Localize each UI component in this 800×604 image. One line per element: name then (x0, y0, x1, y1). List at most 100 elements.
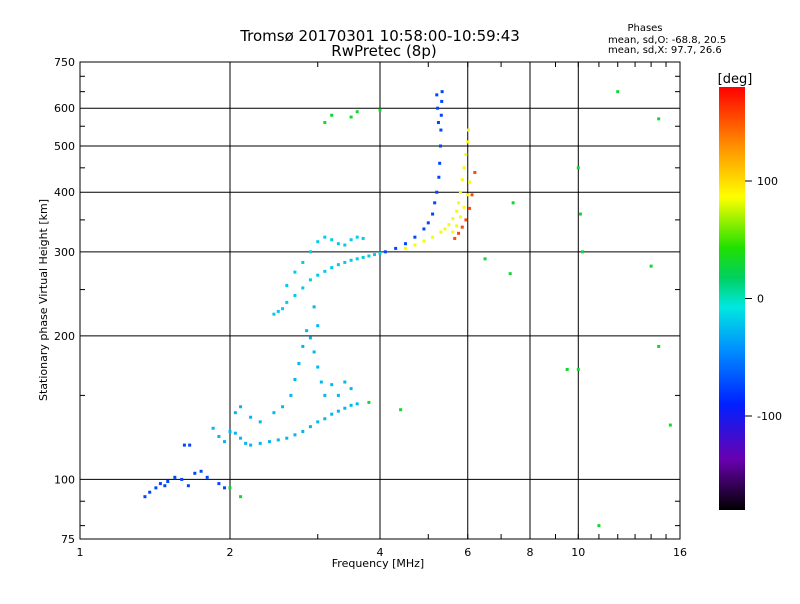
data-point (468, 206, 472, 210)
data-point (285, 300, 289, 304)
data-point (228, 430, 232, 434)
data-point (349, 238, 353, 242)
data-point (223, 486, 227, 490)
data-point (435, 93, 439, 97)
data-point (657, 117, 661, 121)
phases-line-o: mean, sd,O: -68.8, 20.5 (608, 35, 726, 46)
y-tick-label: 750 (54, 56, 75, 69)
data-point (451, 217, 455, 221)
x-tick-label: 1 (77, 546, 84, 559)
x-tick-label: 2 (227, 546, 234, 559)
data-point (422, 227, 426, 231)
data-point (355, 235, 359, 239)
data-point (438, 144, 442, 148)
y-tick-label: 600 (54, 102, 75, 115)
data-point (285, 283, 289, 287)
data-point (211, 426, 215, 430)
data-point (336, 242, 340, 246)
data-point (457, 201, 461, 205)
colorbar-tick-label: 100 (757, 175, 778, 188)
data-point (431, 235, 435, 239)
data-point (163, 484, 167, 488)
data-point (281, 307, 285, 311)
data-point (343, 380, 347, 384)
data-point (217, 435, 221, 439)
data-point (308, 278, 312, 282)
data-point (297, 361, 301, 365)
colorbar-tick-label: -100 (757, 410, 782, 423)
data-point (367, 400, 371, 404)
data-point (511, 201, 515, 205)
data-point (330, 383, 334, 387)
data-point (413, 235, 417, 239)
y-tick-label: 500 (54, 140, 75, 153)
data-point (403, 242, 407, 246)
data-point (182, 443, 186, 447)
data-point (319, 380, 323, 384)
data-point (439, 113, 443, 117)
phases-heading: Phases (627, 23, 662, 34)
data-point (330, 113, 334, 117)
data-point (443, 227, 447, 231)
data-point (349, 387, 353, 391)
data-point (413, 243, 417, 247)
data-point (336, 263, 340, 267)
x-tick-label: 16 (673, 546, 687, 559)
data-point (276, 309, 280, 313)
colorbar-ticks: 100 0 -100 (745, 175, 782, 423)
data-point (285, 436, 289, 440)
chart-subtitle: RwPretec (8p) (331, 42, 436, 60)
data-point (223, 440, 227, 444)
y-axis-label: Stationary phase Virtual Height [km] (37, 199, 50, 401)
data-point (293, 293, 297, 297)
data-point (455, 224, 459, 228)
data-point (293, 270, 297, 274)
data-point (249, 443, 253, 447)
data-point (455, 209, 459, 213)
data-point (343, 243, 347, 247)
data-point (244, 441, 248, 445)
data-point (308, 250, 312, 254)
data-point (301, 430, 305, 434)
data-point (468, 180, 472, 184)
data-point (293, 433, 297, 437)
data-point (597, 524, 601, 528)
data-point (576, 166, 580, 170)
data-point (233, 411, 237, 415)
y-tick-label: 300 (54, 246, 75, 259)
data-point (438, 161, 442, 165)
data-point (576, 367, 580, 371)
data-point (616, 90, 620, 94)
data-point (435, 190, 439, 194)
x-axis-label: Frequency [MHz] (332, 557, 424, 570)
data-point (323, 121, 327, 125)
x-tick-label: 10 (571, 546, 585, 559)
data-point (323, 235, 327, 239)
data-point (281, 405, 285, 409)
data-point (462, 166, 466, 170)
data-points (143, 90, 672, 528)
data-point (483, 257, 487, 261)
x-tick-label: 4 (377, 546, 384, 559)
axis-ticks: 1 2 4 6 8 10 16 75 100 200 300 400 500 600 750 (54, 56, 687, 559)
data-point (460, 178, 464, 182)
data-point (239, 436, 243, 440)
data-point (373, 253, 377, 257)
data-point (470, 193, 474, 197)
data-point (451, 230, 455, 234)
data-point (276, 438, 280, 442)
data-point (473, 170, 477, 174)
data-point (154, 486, 158, 490)
data-point (578, 212, 582, 216)
data-point (649, 264, 653, 268)
y-tick-label: 400 (54, 186, 75, 199)
data-point (355, 402, 359, 406)
data-point (349, 258, 353, 262)
data-point (301, 344, 305, 348)
data-point (355, 110, 359, 114)
data-point (457, 231, 461, 235)
data-point (378, 251, 382, 255)
data-point (323, 393, 327, 397)
y-tick-label: 75 (61, 533, 75, 546)
colorbar-label: [deg] (718, 72, 753, 87)
